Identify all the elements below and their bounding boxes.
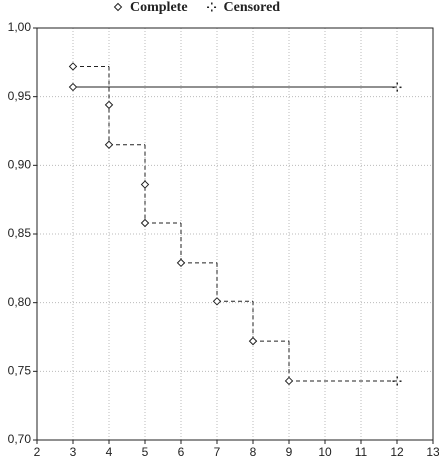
x-tick-label: 9 xyxy=(286,445,293,459)
y-tick-label: 0,70 xyxy=(8,432,32,446)
diamond-shape xyxy=(140,180,150,189)
legend-marker xyxy=(113,2,123,12)
point-marker xyxy=(140,218,150,228)
diamond-shape xyxy=(113,2,123,12)
x-tick-label: 10 xyxy=(318,445,332,459)
cross-dot xyxy=(211,9,213,12)
y-tick-label: 0,75 xyxy=(8,364,32,378)
point-marker xyxy=(212,297,222,306)
x-tick-label: 3 xyxy=(70,445,77,459)
point-marker xyxy=(68,62,78,71)
cross-dot xyxy=(399,86,402,89)
cross-dot xyxy=(214,6,217,8)
y-tick-label: 0,80 xyxy=(8,295,32,309)
point-marker xyxy=(68,82,78,92)
y-tick-label: 1,00 xyxy=(8,20,32,34)
legend-label: Complete xyxy=(130,0,188,15)
cross-dot xyxy=(392,86,395,89)
cross-dot xyxy=(396,82,398,85)
diamond-shape xyxy=(140,218,150,228)
point-marker xyxy=(284,376,294,386)
cross-dot xyxy=(399,380,402,382)
cross-dot xyxy=(396,89,398,92)
x-tick-label: 12 xyxy=(390,445,404,459)
diamond-shape xyxy=(104,100,114,110)
diamond-shape xyxy=(68,82,78,92)
point-marker xyxy=(140,180,150,189)
cross-dot xyxy=(211,2,213,5)
point-marker xyxy=(176,258,186,268)
cross-dot xyxy=(207,6,210,8)
cross-dot xyxy=(396,383,398,386)
x-tick-label: 13 xyxy=(426,445,439,459)
x-tick-label: 7 xyxy=(214,445,221,459)
diamond-shape xyxy=(284,376,294,386)
x-tick-label: 8 xyxy=(250,445,257,459)
point-marker xyxy=(392,376,402,386)
point-marker xyxy=(248,336,258,346)
cross-dot xyxy=(396,376,398,379)
y-tick-label: 0,85 xyxy=(8,226,32,240)
diamond-shape xyxy=(212,297,222,306)
x-tick-label: 2 xyxy=(34,445,41,459)
x-tick-label: 6 xyxy=(178,445,185,459)
diamond-shape xyxy=(248,336,258,346)
cross-dot xyxy=(392,380,395,382)
legend-label: Censored xyxy=(224,0,281,15)
y-tick-label: 0,95 xyxy=(8,89,32,103)
diamond-shape xyxy=(176,258,186,268)
point-marker xyxy=(104,140,114,149)
diamond-shape xyxy=(68,62,78,71)
point-marker xyxy=(104,100,114,110)
point-marker xyxy=(392,82,402,92)
y-tick-label: 0,90 xyxy=(8,158,32,172)
x-tick-label: 11 xyxy=(355,445,368,459)
plot-frame xyxy=(36,27,434,441)
diamond-shape xyxy=(104,140,114,149)
x-tick-label: 5 xyxy=(142,445,149,459)
x-tick-label: 4 xyxy=(106,445,113,459)
legend-marker xyxy=(207,2,217,12)
